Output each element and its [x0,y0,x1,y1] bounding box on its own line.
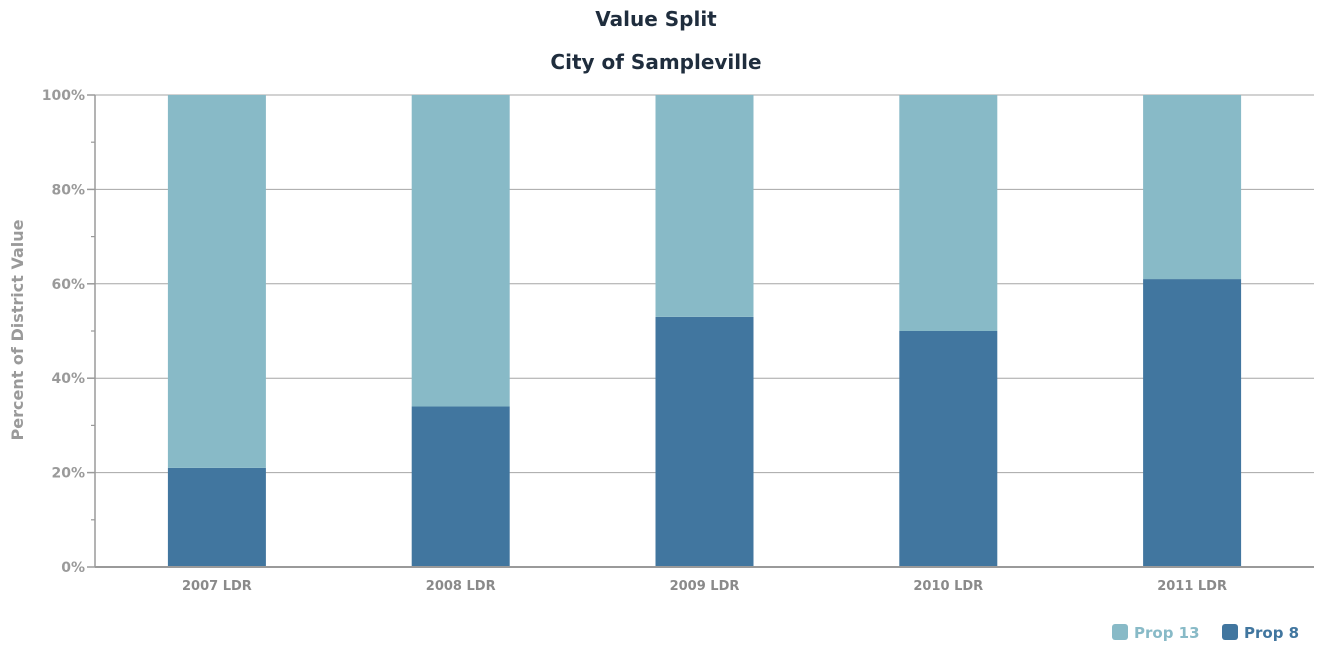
legend-swatch [1222,624,1238,640]
bar-prop-13[interactable] [167,95,266,468]
x-tick-label: 2009 LDR [670,579,740,594]
x-tick-label: 2007 LDR [182,579,252,594]
y-tick-label: 80% [51,182,85,198]
bar-prop-8[interactable] [899,331,998,567]
x-tick-label: 2010 LDR [913,579,983,594]
bar-prop-8[interactable] [655,316,754,567]
chart-subtitle: City of Sampleville [550,50,761,74]
x-tick-label: 2008 LDR [426,579,496,594]
y-tick-label: 100% [42,88,85,104]
bar-prop-8[interactable] [1143,279,1242,567]
bar-prop-8[interactable] [167,467,266,567]
bar-prop-13[interactable] [655,95,754,317]
y-tick-label: 20% [51,466,85,482]
legend-label: Prop 8 [1244,624,1299,642]
legend-swatch [1112,624,1128,640]
legend[interactable]: Prop 13 Prop 8 [1112,624,1299,642]
y-tick-label: 60% [51,277,85,293]
axes: 0% 20% 40% 60% 80% 100% 2007 LDR 2008 LDR 2009 L… [42,88,1314,594]
y-axis-label: Percent of District Value [8,219,27,440]
chart-title: Value Split [595,7,717,31]
bar-prop-13[interactable] [411,95,510,407]
x-tick-label: 2011 LDR [1157,579,1227,594]
legend-label: Prop 13 [1134,624,1200,642]
bar-prop-8[interactable] [411,406,510,567]
bars [167,95,1242,567]
bar-prop-13[interactable] [1143,95,1242,280]
y-tick-label: 0% [61,560,85,576]
legend-item-prop-13[interactable]: Prop 13 [1112,624,1200,642]
legend-item-prop-8[interactable]: Prop 8 [1222,624,1299,642]
bar-prop-13[interactable] [899,95,998,331]
y-tick-label: 40% [51,371,85,387]
